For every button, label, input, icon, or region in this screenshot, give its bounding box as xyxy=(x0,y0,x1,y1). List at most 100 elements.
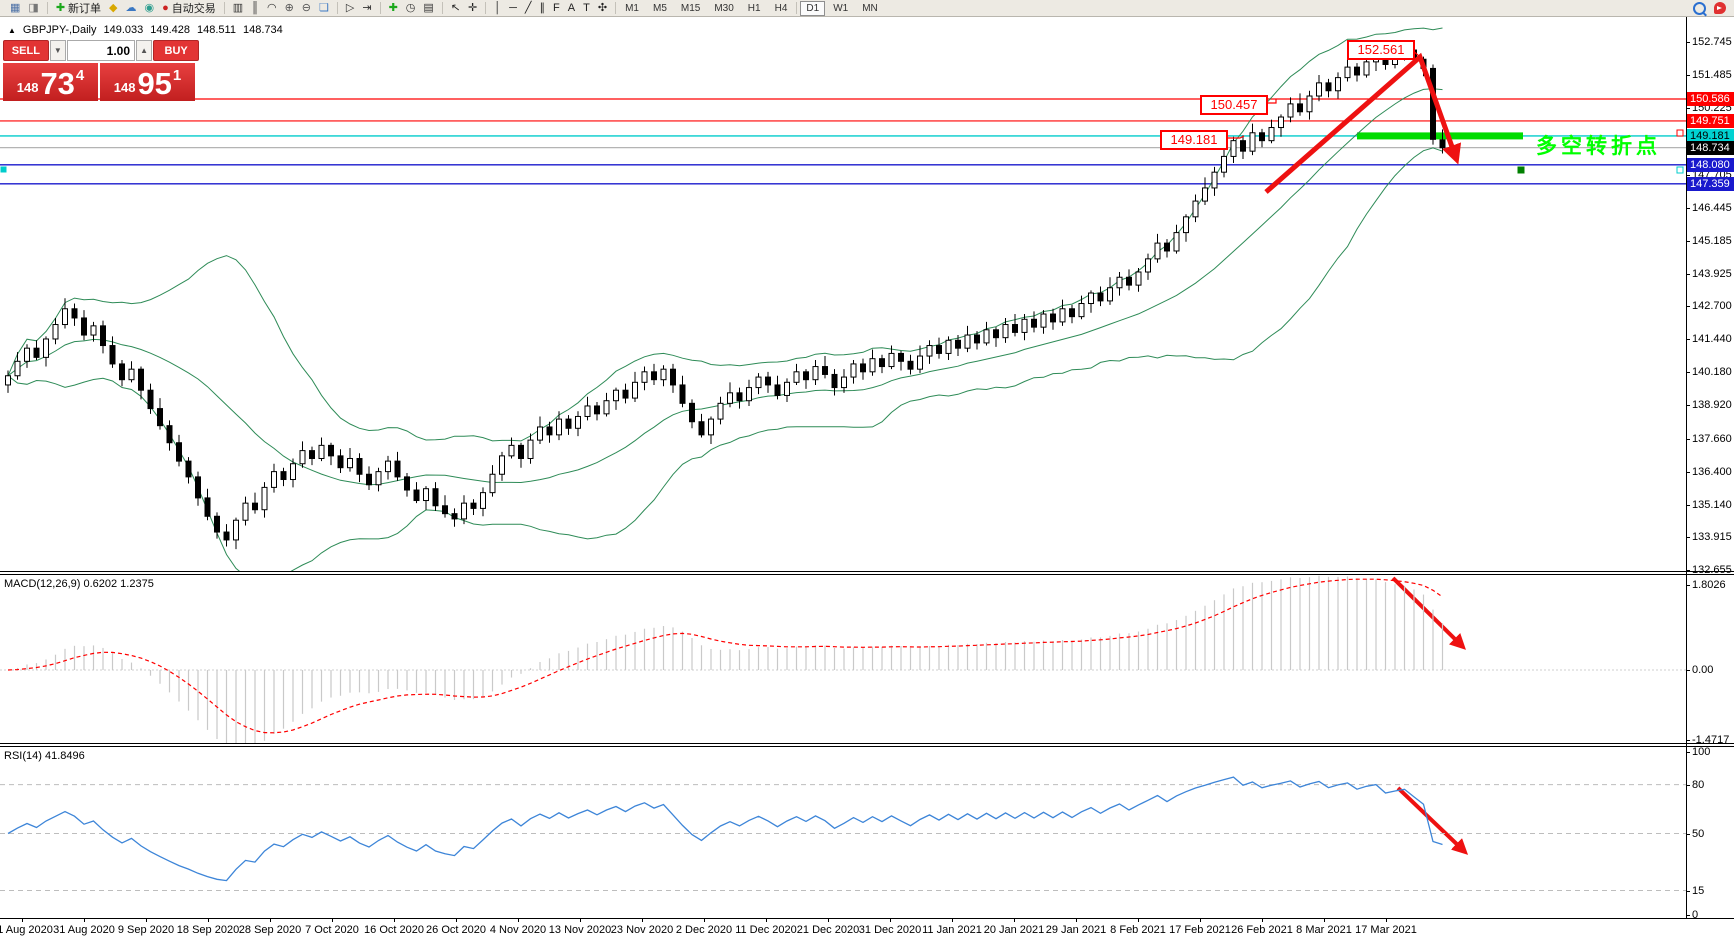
line-chart-button[interactable]: ◠ xyxy=(263,1,281,15)
date-label: 18 Sep 2020 xyxy=(176,924,240,936)
chart-shift-button[interactable]: ⇥ xyxy=(358,1,375,15)
symbol-info-bar: ▲ GBPJPY-,Daily 149.033 149.428 148.511 … xyxy=(8,24,283,36)
axis-tick-label: 140.180 xyxy=(1692,366,1732,378)
bar-chart-button[interactable]: ▥ xyxy=(229,1,247,15)
crosshair-button[interactable]: ✛ xyxy=(464,1,481,15)
zoom-in-button[interactable]: ⊕ xyxy=(281,1,298,15)
date-tick xyxy=(952,918,953,922)
date-tick xyxy=(1138,918,1139,922)
panel-separator[interactable] xyxy=(0,743,1734,744)
timeframe-mn-button[interactable]: MN xyxy=(862,2,878,14)
date-label: 21 Dec 2020 xyxy=(796,924,860,936)
timeframe-m15-button[interactable]: M15 xyxy=(680,2,701,14)
cloud-button[interactable]: ☁ xyxy=(122,1,141,15)
timeframe-w1-button[interactable]: W1 xyxy=(833,2,849,14)
axis-tick xyxy=(1686,472,1690,473)
buy-price-prefix: 148 xyxy=(113,80,136,95)
date-tick xyxy=(1014,918,1015,922)
cursor-button[interactable]: ↖ xyxy=(447,1,464,15)
date-tick xyxy=(1200,918,1201,922)
buy-button[interactable]: BUY xyxy=(153,40,199,61)
auto-trading-icon: ● xyxy=(162,2,169,14)
timeframe-m5-button[interactable]: M5 xyxy=(652,2,667,14)
template-icon: ▤ xyxy=(423,2,434,14)
axis-tick xyxy=(1686,208,1690,209)
axis-tick xyxy=(1686,75,1690,76)
axis-tick-label: 146.445 xyxy=(1692,202,1732,214)
date-label: 13 Nov 2020 xyxy=(548,924,612,936)
resistance-price-flag[interactable]: 150.457 xyxy=(1200,95,1268,115)
pivot-price-flag[interactable]: 149.181 xyxy=(1160,130,1228,150)
peak-price-flag[interactable]: 152.561 xyxy=(1347,40,1415,60)
vline-button[interactable]: │ xyxy=(490,1,505,15)
axis-tick xyxy=(1686,915,1690,916)
axis-tick-label: 136.400 xyxy=(1692,466,1732,478)
axis-tick-label: 141.440 xyxy=(1692,333,1732,345)
axis-tick-label: 138.920 xyxy=(1692,399,1732,411)
candlestick-button[interactable]: ║ xyxy=(247,1,263,15)
auto-trading-button[interactable]: ● 自动交易 xyxy=(158,1,220,15)
collapse-chart-icon[interactable]: ▲ xyxy=(8,25,16,35)
line-chart-icon: ◠ xyxy=(266,2,277,14)
tile-windows-button[interactable]: ❏ xyxy=(315,1,333,15)
bar-low-value: 148.511 xyxy=(197,24,236,36)
axis-tick xyxy=(1686,405,1690,406)
chart-window-button[interactable]: ▦ xyxy=(6,1,24,15)
rsi-chart-canvas[interactable] xyxy=(0,747,1690,916)
toolbar-separator xyxy=(379,2,381,14)
indicators-button[interactable]: ✚ xyxy=(385,1,402,15)
periods-button[interactable]: ◷ xyxy=(402,1,420,15)
timeframe-d1-button[interactable]: D1 xyxy=(800,0,826,16)
periods-icon: ◷ xyxy=(405,2,416,14)
text-button[interactable]: A xyxy=(564,1,579,15)
cloud-icon: ☁ xyxy=(125,2,137,14)
date-tick xyxy=(766,918,767,922)
date-tick xyxy=(1262,918,1263,922)
timeframe-m30-button[interactable]: M30 xyxy=(714,2,734,14)
buy-price-box[interactable]: 148 95 1 xyxy=(100,63,195,101)
axis-tick xyxy=(1686,785,1690,786)
date-tick xyxy=(890,918,891,922)
search-icon[interactable] xyxy=(1693,1,1706,15)
channel-button[interactable]: ∥ xyxy=(536,1,550,15)
axis-tick-label: 152.745 xyxy=(1692,36,1732,48)
new-order-label: 新订单 xyxy=(68,3,102,15)
sell-price-box[interactable]: 148 73 4 xyxy=(3,63,98,101)
label-button[interactable]: T xyxy=(579,1,594,15)
fibonacci-button[interactable]: F xyxy=(549,1,564,15)
axis-tick-label: 15 xyxy=(1692,885,1705,897)
auto-scroll-button[interactable]: ▷ xyxy=(342,1,358,15)
hline-button[interactable]: ─ xyxy=(505,1,521,15)
zoom-out-icon: ⊖ xyxy=(301,2,312,14)
zoom-out-button[interactable]: ⊖ xyxy=(298,1,315,15)
price-chart-canvas[interactable] xyxy=(0,17,1690,571)
macd-chart-canvas[interactable] xyxy=(0,575,1690,743)
style-button[interactable]: ◆ xyxy=(105,1,121,15)
preview-button[interactable]: ◨ xyxy=(24,1,42,15)
template-button[interactable]: ▤ xyxy=(419,1,437,15)
shapes-button[interactable]: ✣ xyxy=(594,1,611,15)
date-label: 7 Oct 2020 xyxy=(305,924,359,936)
date-label: 20 Jan 2021 xyxy=(983,924,1045,936)
bar-close-value: 148.734 xyxy=(242,24,283,36)
volume-increase-button[interactable]: ▲ xyxy=(136,40,153,61)
signal-button[interactable]: ◉ xyxy=(141,1,159,15)
axis-tick xyxy=(1686,42,1690,43)
pivot-note-text[interactable]: 多空转折点 xyxy=(1536,135,1661,158)
volume-input[interactable] xyxy=(67,40,135,61)
panel-separator[interactable] xyxy=(0,571,1734,572)
timeframe-m1-button[interactable]: M1 xyxy=(625,2,639,14)
date-tick xyxy=(518,918,519,922)
date-tick xyxy=(208,918,209,922)
one-click-trading-panel: SELL ▼ ▲ BUY 148 73 4 148 95 1 xyxy=(3,40,199,101)
date-label: 8 Mar 2021 xyxy=(1296,924,1352,936)
volume-decrease-button[interactable]: ▼ xyxy=(49,40,66,61)
trendline-button[interactable]: ╱ xyxy=(521,1,536,15)
axis-tick-label: 142.700 xyxy=(1692,300,1732,312)
timeframe-h1-button[interactable]: H1 xyxy=(747,2,761,14)
support-chat-icon[interactable] xyxy=(1714,2,1726,14)
sell-button[interactable]: SELL xyxy=(3,40,49,61)
new-order-button[interactable]: ✚ 新订单 xyxy=(52,1,105,15)
axis-tick xyxy=(1686,108,1690,109)
timeframe-h4-button[interactable]: H4 xyxy=(774,2,788,14)
